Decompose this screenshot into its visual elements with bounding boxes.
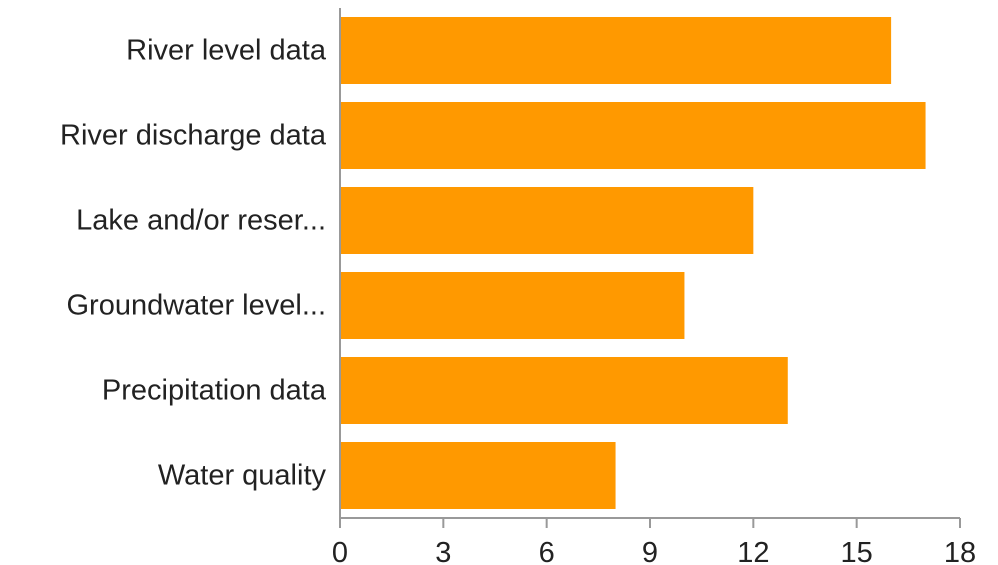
x-axis-ticks — [339, 518, 961, 528]
category-label: Lake and/or reser... — [76, 205, 326, 237]
x-tick-label: 3 — [435, 537, 451, 565]
category-label: Precipitation data — [102, 375, 327, 407]
bar-river-level-data — [340, 17, 892, 84]
category-labels: River level data River discharge data Lake… — [60, 35, 327, 492]
x-tick-label: 12 — [737, 537, 769, 565]
x-tick-label: 9 — [642, 537, 658, 565]
x-tick-label: 15 — [841, 537, 873, 565]
x-tick-label: 18 — [944, 537, 976, 565]
x-axis-tick-labels: 0 3 6 9 12 15 18 — [332, 537, 976, 565]
bar-groundwater-level — [340, 272, 685, 339]
category-label: Water quality — [158, 460, 327, 492]
bar-lake-and-or-reser — [340, 187, 754, 254]
bar-water-quality — [340, 442, 616, 509]
bar-precipitation-data — [340, 357, 788, 424]
bar-river-discharge-data — [340, 102, 926, 169]
x-tick-label: 0 — [332, 537, 348, 565]
category-label: River level data — [126, 35, 327, 67]
bars-group — [340, 17, 926, 509]
category-label: River discharge data — [60, 120, 327, 152]
x-tick-label: 6 — [539, 537, 555, 565]
category-label: Groundwater level... — [66, 290, 326, 322]
